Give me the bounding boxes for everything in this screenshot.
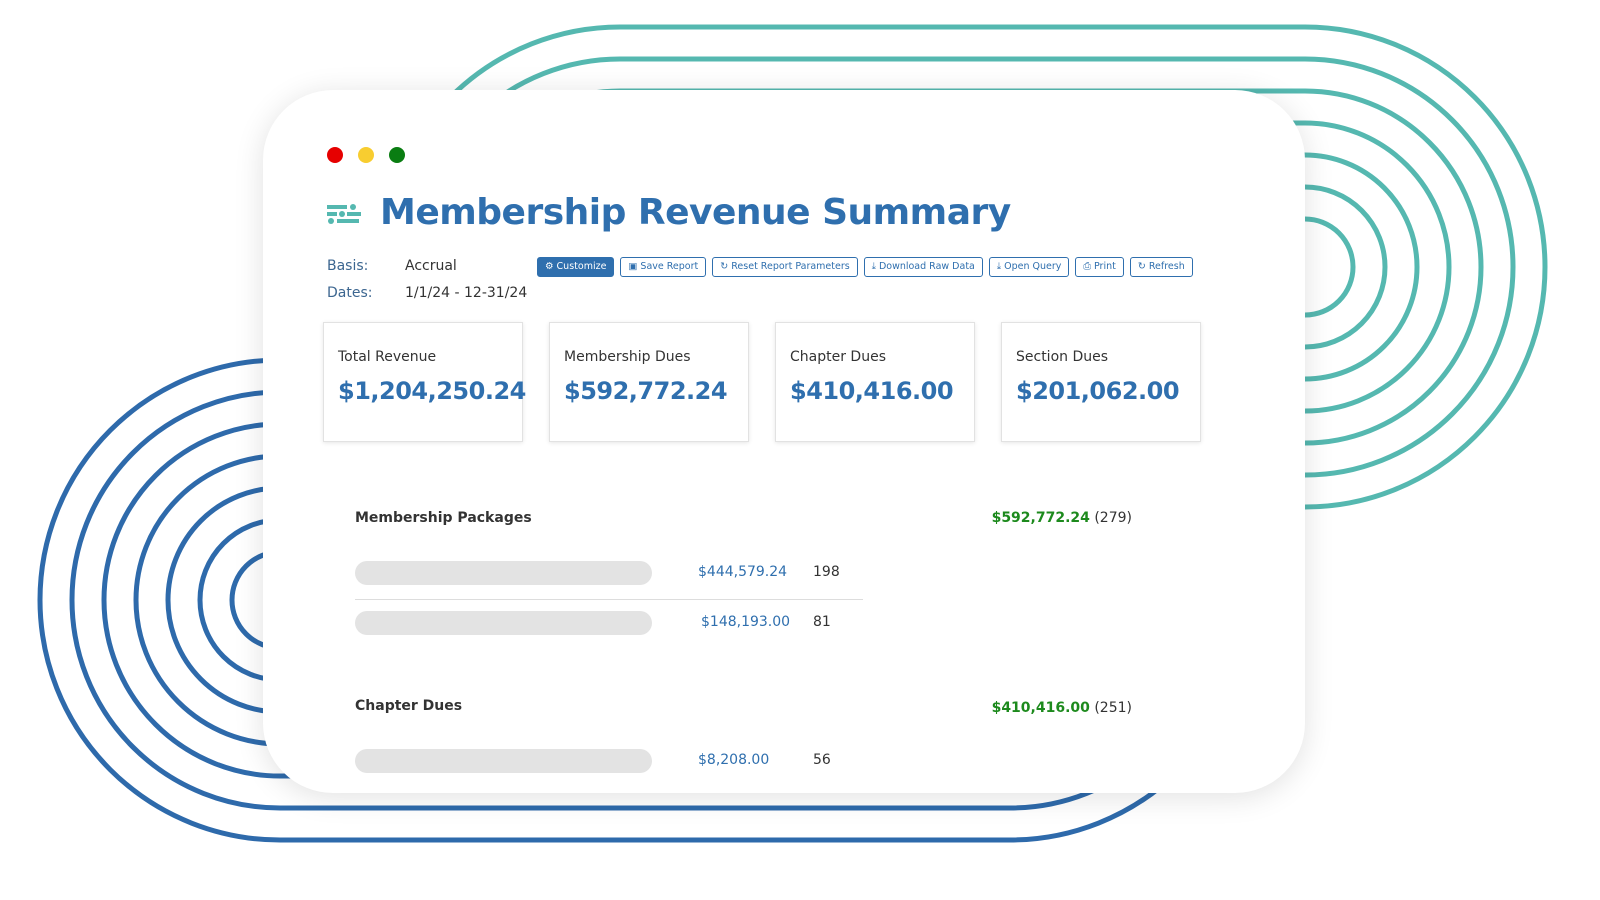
kpi-membership-dues: Membership Dues $592,772.24 bbox=[549, 322, 749, 442]
row-count: 81 bbox=[813, 614, 831, 630]
row-count: 56 bbox=[813, 752, 831, 768]
print-button[interactable]: ⎙ Print bbox=[1075, 257, 1124, 277]
report-window: Membership Revenue Summary Basis: Accrual… bbox=[263, 90, 1305, 793]
open-query-button[interactable]: ⤓ Open Query bbox=[988, 257, 1070, 277]
download-icon: ⤓ bbox=[871, 261, 879, 272]
close-button[interactable] bbox=[327, 147, 343, 163]
save-icon: ▣ bbox=[628, 261, 641, 272]
download-icon: ⤓ bbox=[996, 261, 1005, 272]
toolbar: ⚙ Customize ▣ Save Report ↻ Reset Report… bbox=[537, 257, 1193, 277]
sliders-icon bbox=[327, 204, 361, 224]
maximize-button[interactable] bbox=[389, 147, 405, 163]
kpi-chapter-dues: Chapter Dues $410,416.00 bbox=[775, 322, 975, 442]
redacted-package-name bbox=[355, 611, 652, 635]
basis-label: Basis: bbox=[327, 258, 369, 274]
refresh-icon: ↻ bbox=[1137, 261, 1149, 272]
redacted-chapter-name bbox=[355, 749, 652, 773]
basis-row: Basis: Accrual bbox=[327, 258, 457, 274]
customize-button[interactable]: ⚙ Customize bbox=[537, 257, 615, 277]
row-count: 198 bbox=[813, 564, 840, 580]
row-amount[interactable]: $8,208.00 bbox=[698, 752, 770, 768]
dates-row: Dates: 1/1/24 - 12-31/24 bbox=[327, 285, 527, 301]
minimize-button[interactable] bbox=[358, 147, 374, 163]
section-title: Chapter Dues bbox=[355, 698, 463, 714]
section-total: $410,416.00 (251) bbox=[991, 700, 1132, 716]
download-raw-data-button[interactable]: ⤓ Download Raw Data bbox=[863, 257, 983, 277]
reset-parameters-button[interactable]: ↻ Reset Report Parameters bbox=[712, 257, 858, 277]
save-report-button[interactable]: ▣ Save Report bbox=[620, 257, 707, 277]
cogs-icon: ⚙ bbox=[545, 261, 557, 272]
row-amount[interactable]: $444,579.24 bbox=[698, 564, 788, 580]
row-divider bbox=[355, 599, 863, 600]
print-icon: ⎙ bbox=[1083, 261, 1094, 272]
dates-label: Dates: bbox=[327, 285, 373, 301]
redacted-package-name bbox=[355, 561, 652, 585]
section-total: $592,772.24 (279) bbox=[991, 510, 1132, 526]
kpi-section-dues: Section Dues $201,062.00 bbox=[1001, 322, 1201, 442]
dates-value: 1/1/24 - 12-31/24 bbox=[405, 285, 528, 301]
kpi-total-revenue: Total Revenue $1,204,250.24 bbox=[323, 322, 526, 442]
section-title: Membership Packages bbox=[355, 510, 532, 526]
refresh-button[interactable]: ↻ Refresh bbox=[1129, 257, 1193, 277]
basis-value: Accrual bbox=[405, 258, 457, 274]
refresh-icon: ↻ bbox=[720, 261, 732, 272]
page-title: Membership Revenue Summary bbox=[380, 192, 1011, 233]
row-amount[interactable]: $148,193.00 bbox=[701, 614, 791, 630]
